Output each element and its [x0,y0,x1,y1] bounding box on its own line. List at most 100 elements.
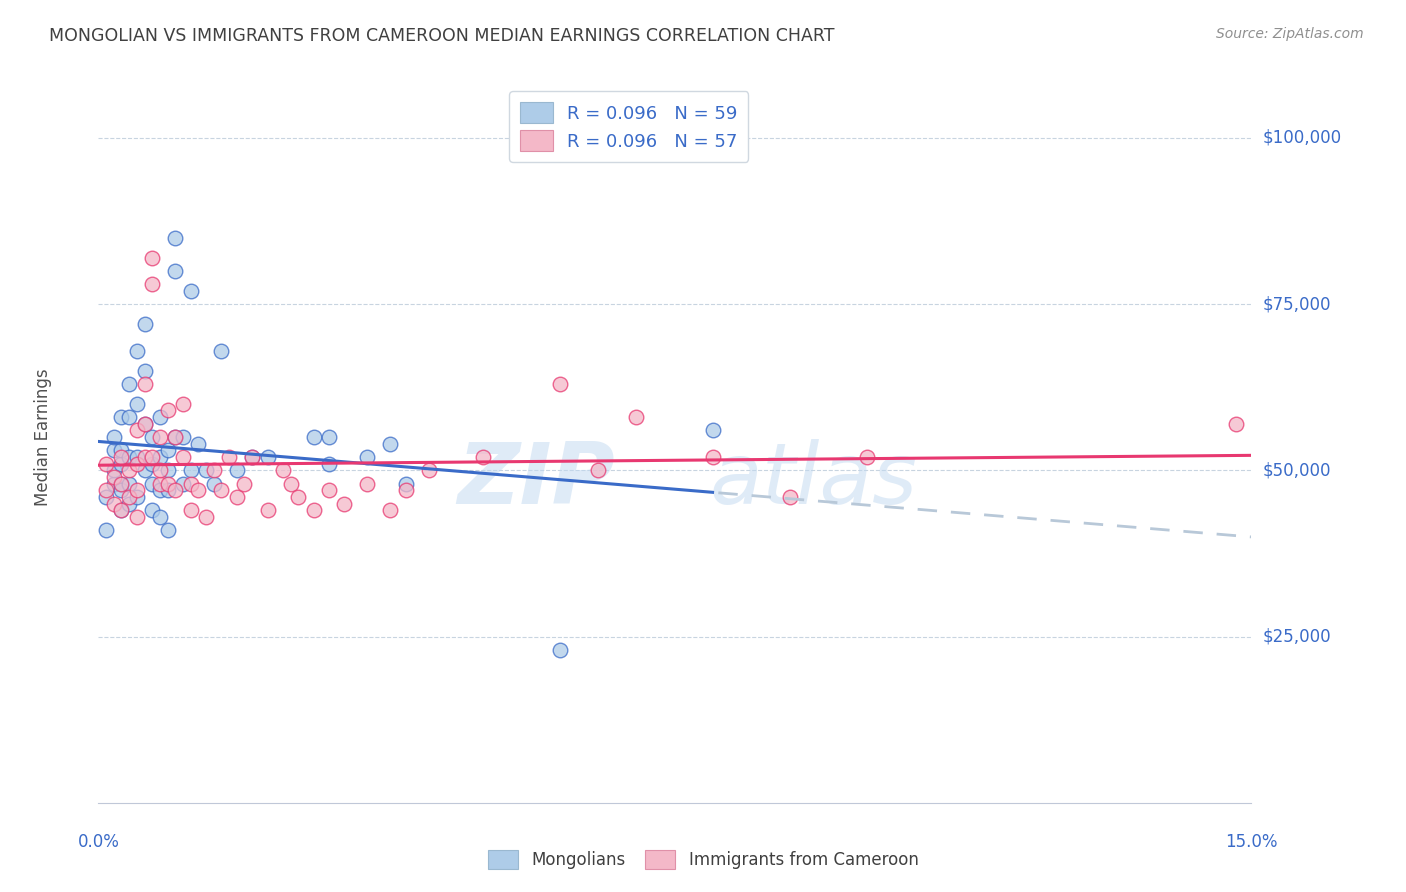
Point [141,457,163,471]
Point [134,417,156,431]
Point [418,463,440,477]
Point [125,450,148,464]
Point [134,317,156,331]
Text: $25,000: $25,000 [1263,628,1331,646]
Point [103,430,125,444]
Text: 0.0%: 0.0% [77,833,120,851]
Point [149,463,172,477]
Point [302,503,325,517]
Point [172,397,194,411]
Point [156,403,179,417]
Point [240,450,263,464]
Point [356,450,378,464]
Point [156,523,179,537]
Point [149,450,172,464]
Text: ZIP: ZIP [458,440,616,523]
Point [156,476,179,491]
Text: MONGOLIAN VS IMMIGRANTS FROM CAMEROON MEDIAN EARNINGS CORRELATION CHART: MONGOLIAN VS IMMIGRANTS FROM CAMEROON ME… [49,27,835,45]
Point [172,430,194,444]
Point [149,430,172,444]
Point [103,470,125,484]
Point [702,424,724,438]
Point [103,497,125,511]
Point [218,450,240,464]
Point [118,376,141,391]
Point [156,483,179,498]
Point [165,430,187,444]
Point [318,457,340,471]
Point [395,483,418,498]
Point [180,284,202,298]
Point [165,230,187,244]
Point [110,483,132,498]
Point [240,450,263,464]
Text: 15.0%: 15.0% [1225,833,1278,851]
Legend: R = 0.096   N = 59, R = 0.096   N = 57: R = 0.096 N = 59, R = 0.096 N = 57 [509,91,748,162]
Text: Source: ZipAtlas.com: Source: ZipAtlas.com [1216,27,1364,41]
Point [118,490,141,504]
Point [118,463,141,477]
Point [134,376,156,391]
Text: $100,000: $100,000 [1263,128,1341,147]
Point [94,483,117,498]
Point [149,410,172,425]
Point [548,376,571,391]
Point [702,450,724,464]
Point [195,463,218,477]
Point [180,476,202,491]
Point [134,450,156,464]
Point [1225,417,1247,431]
Point [110,476,132,491]
Point [165,483,187,498]
Point [103,476,125,491]
Point [172,450,194,464]
Point [110,503,132,517]
Point [180,503,202,517]
Point [141,476,163,491]
Point [141,503,163,517]
Point [94,523,117,537]
Point [187,483,209,498]
Point [125,397,148,411]
Point [149,509,172,524]
Point [103,463,125,477]
Point [134,417,156,431]
Point [195,509,218,524]
Point [141,251,163,265]
Point [209,343,232,358]
Point [548,643,571,657]
Point [118,410,141,425]
Point [225,463,247,477]
Point [134,363,156,377]
Point [395,476,418,491]
Point [141,450,163,464]
Point [271,463,294,477]
Point [118,497,141,511]
Point [180,463,202,477]
Point [202,476,225,491]
Point [110,410,132,425]
Point [233,476,256,491]
Point [380,436,402,450]
Point [103,443,125,458]
Point [165,430,187,444]
Point [318,430,340,444]
Text: $75,000: $75,000 [1263,295,1331,313]
Point [94,490,117,504]
Point [156,443,179,458]
Point [356,476,378,491]
Point [118,450,141,464]
Point [779,490,801,504]
Point [125,343,148,358]
Point [110,457,132,471]
Point [318,483,340,498]
Point [856,450,879,464]
Point [110,476,132,491]
Point [149,483,172,498]
Point [125,509,148,524]
Text: atlas: atlas [709,440,917,523]
Point [202,463,225,477]
Point [333,497,356,511]
Point [118,476,141,491]
Point [134,463,156,477]
